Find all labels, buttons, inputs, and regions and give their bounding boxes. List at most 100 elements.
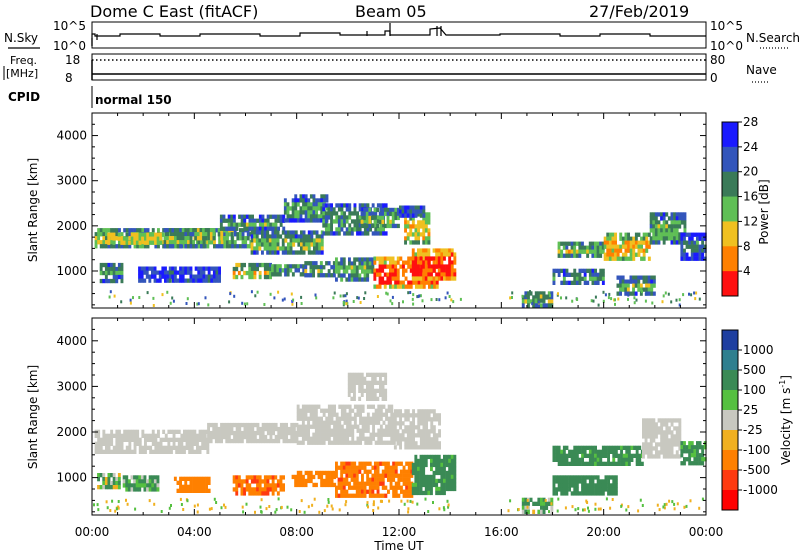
data-cell [236, 232, 240, 237]
data-cell [225, 430, 229, 436]
data-cell [560, 453, 564, 458]
data-cell [432, 264, 436, 269]
data-cell [97, 445, 101, 450]
data-cell [377, 420, 381, 425]
data-cell [402, 493, 406, 498]
data-cell [583, 272, 587, 277]
data-cell [422, 205, 426, 210]
data-cell [560, 296, 562, 300]
data-cell [443, 462, 446, 468]
data-cell [107, 485, 111, 490]
data-cell [355, 469, 359, 474]
data-cell [435, 462, 439, 468]
data-cell [625, 508, 628, 512]
data-cell [583, 268, 587, 273]
data-cell [203, 437, 207, 442]
data-cell [192, 274, 195, 279]
data-cell [678, 236, 682, 241]
data-cell [220, 426, 223, 432]
data-cell [552, 487, 556, 492]
data-cell [358, 372, 362, 377]
colorbar-tick-label: 24 [743, 140, 758, 154]
data-cell [330, 432, 334, 437]
colorbar-segment [722, 450, 738, 471]
data-cell [345, 203, 349, 208]
data-cell [420, 280, 424, 285]
data-cell [348, 432, 352, 437]
data-cell [642, 454, 645, 459]
data-cell [693, 240, 697, 245]
data-cell [534, 291, 538, 296]
data-cell [340, 489, 344, 494]
data-cell [313, 230, 316, 235]
data-cell [511, 296, 513, 299]
data-cell [377, 428, 381, 433]
data-cell [266, 487, 270, 492]
data-cell [185, 441, 189, 446]
data-cell [550, 509, 554, 514]
data-cell [143, 475, 147, 480]
data-cell [346, 428, 349, 433]
data-cell [644, 422, 648, 427]
data-cell [285, 426, 288, 432]
data-cell [348, 481, 351, 486]
data-cell [588, 245, 592, 250]
data-cell [120, 449, 124, 454]
data-cell [435, 256, 439, 261]
data-cell [415, 284, 418, 289]
data-cell [419, 454, 423, 460]
data-cell [203, 433, 207, 438]
data-cell [552, 276, 556, 281]
data-cell [438, 298, 441, 302]
data-cell [393, 445, 397, 450]
data-cell [289, 230, 293, 235]
data-cell [701, 449, 705, 454]
data-cell [309, 218, 313, 223]
data-cell [581, 276, 584, 281]
data-cell [189, 278, 193, 283]
data-cell [417, 264, 420, 269]
data-cell [351, 408, 355, 413]
data-cell [120, 262, 124, 268]
data-cell [304, 210, 308, 215]
data-cell [614, 236, 617, 241]
data-cell [337, 215, 341, 220]
data-cell [649, 224, 653, 229]
data-cell [614, 252, 617, 257]
data-cell [404, 240, 407, 245]
data-cell [382, 428, 386, 433]
data-cell [356, 215, 359, 220]
data-cell [264, 422, 268, 428]
data-cell [259, 505, 262, 509]
data-cell [389, 256, 392, 261]
data-cell [419, 252, 423, 257]
data-cell [435, 486, 439, 492]
data-cell [683, 445, 686, 450]
data-cell [640, 461, 644, 466]
data-cell [647, 232, 651, 237]
data-cell [168, 240, 172, 245]
data-cell [583, 449, 587, 454]
data-cell [294, 218, 298, 223]
data-cell [317, 265, 321, 270]
data-cell [575, 475, 579, 480]
data-cell [509, 499, 512, 503]
data-cell [194, 476, 198, 481]
data-cell [198, 445, 202, 450]
data-cell [379, 408, 383, 413]
data-cell [287, 246, 290, 251]
data-cell [448, 486, 452, 492]
data-cell [335, 227, 339, 232]
data-cell [693, 461, 697, 466]
data-cell [335, 215, 339, 220]
data-cell [167, 441, 171, 446]
data-cell [430, 272, 433, 277]
data-cell [573, 491, 577, 496]
data-cell [353, 473, 357, 478]
data-cell [419, 474, 423, 480]
data-cell [232, 222, 236, 227]
data-cell [642, 236, 646, 241]
data-cell [220, 438, 223, 444]
data-cell [432, 501, 434, 504]
data-cell [138, 274, 141, 279]
